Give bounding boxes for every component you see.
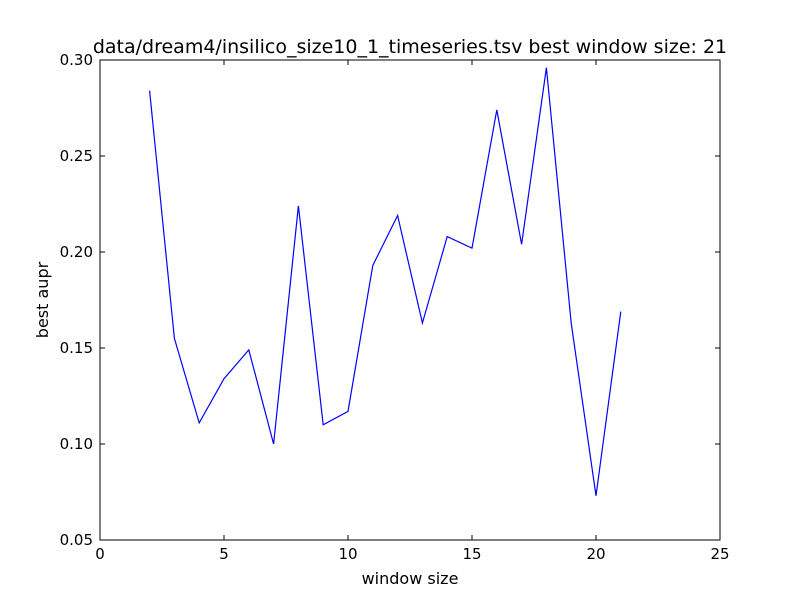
plot-area — [100, 60, 720, 540]
y-tick-label: 0.10 — [60, 435, 93, 453]
x-tick-label: 5 — [219, 545, 229, 563]
y-tick-label: 0.25 — [60, 147, 93, 165]
series-line — [149, 67, 622, 496]
x-tick-label: 25 — [710, 545, 729, 563]
x-tick-label: 0 — [95, 545, 105, 563]
x-tick-label: 10 — [338, 545, 357, 563]
plot-frame — [99, 59, 721, 541]
y-tick-label: 0.15 — [60, 339, 93, 357]
x-tick-label: 15 — [462, 545, 481, 563]
y-tick-label: 0.20 — [60, 243, 93, 261]
chart-title: data/dream4/insilico_size10_1_timeseries… — [93, 36, 727, 58]
y-tick-label: 0.05 — [60, 531, 93, 549]
y-axis-label: best aupr — [33, 261, 52, 338]
y-tick-label: 0.30 — [60, 51, 93, 69]
x-tick-label: 20 — [586, 545, 605, 563]
x-axis-label: window size — [362, 569, 459, 588]
